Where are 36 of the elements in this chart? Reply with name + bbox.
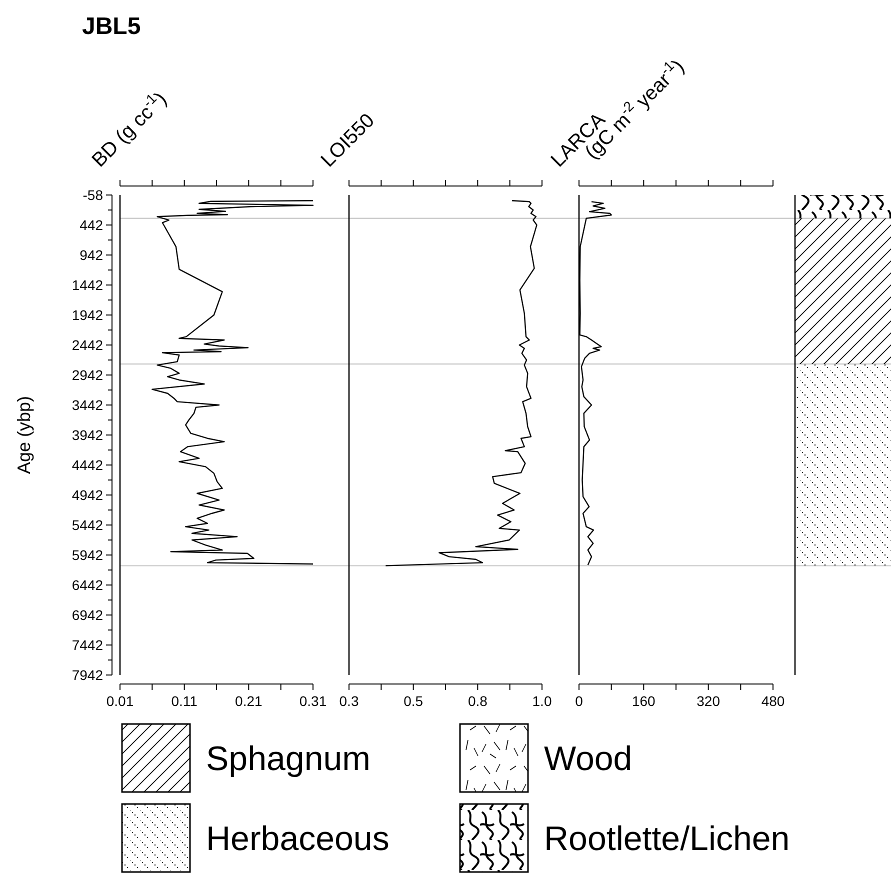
x-tick-label: 0.11 <box>171 693 198 709</box>
x-tick-label: 160 <box>632 693 656 709</box>
line-series <box>152 200 314 565</box>
text: Rootlette/Lichen <box>544 820 790 858</box>
y-tick-label: 5442 <box>72 516 104 533</box>
x-tick-label: 1.0 <box>532 693 552 709</box>
y-tick-label: 4442 <box>72 456 104 473</box>
x-tick-label: 0.8 <box>468 693 488 709</box>
y-tick-label: 6942 <box>72 606 104 623</box>
y-tick-label: 3942 <box>72 426 104 443</box>
y-tick-label: 7442 <box>72 636 104 653</box>
text: Sphagnum <box>206 740 370 778</box>
x-tick-label: 0.21 <box>235 693 263 709</box>
y-tick-label: 1442 <box>72 276 104 293</box>
y-tick-label: 3442 <box>72 396 104 413</box>
text: Herbaceous <box>206 820 390 858</box>
y-tick-label: 442 <box>80 216 104 233</box>
x-tick-label: 0.5 <box>404 693 424 709</box>
x-tick-label: 0.31 <box>299 693 327 709</box>
y-axis-title: Age (ybp) <box>14 396 34 474</box>
y-tick-label: -58 <box>82 186 104 203</box>
y-tick-label: 942 <box>80 246 104 263</box>
y-tick-label: 2942 <box>72 366 104 383</box>
y-tick-label: 6442 <box>72 576 104 593</box>
x-tick-label: 0.01 <box>106 693 134 709</box>
text: Wood <box>544 740 632 778</box>
y-tick-label: 2442 <box>72 336 104 353</box>
x-tick-label: 0.3 <box>339 693 359 709</box>
y-tick-label: 7942 <box>72 666 104 683</box>
y-tick-label: 5942 <box>72 546 104 563</box>
x-tick-label: 0 <box>575 693 584 709</box>
y-tick-label: 4942 <box>72 486 104 503</box>
y-tick-label: 1942 <box>72 306 104 323</box>
x-tick-label: 320 <box>696 693 720 709</box>
chart-title: JBL5 <box>82 13 141 40</box>
x-tick-label: 480 <box>761 693 785 709</box>
